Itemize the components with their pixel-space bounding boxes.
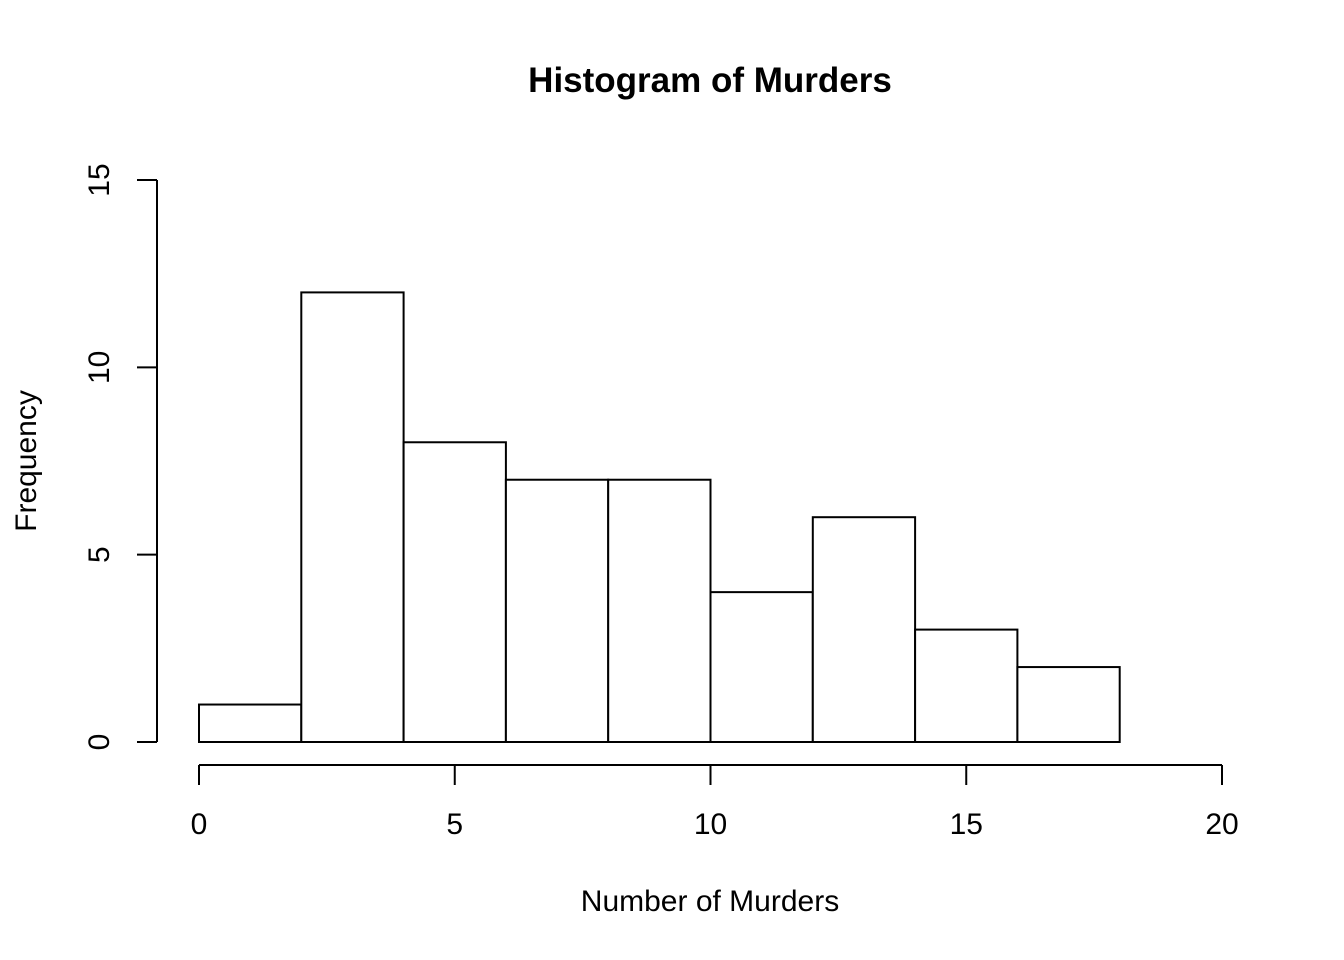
y-axis: 0 5 10 15 bbox=[83, 163, 158, 751]
histogram-bar-6 bbox=[811, 516, 917, 744]
x-tick-label-0: 0 bbox=[191, 808, 208, 841]
x-axis: 0 5 10 15 20 bbox=[191, 764, 1239, 841]
histogram-bar-0 bbox=[198, 703, 303, 743]
histogram-bar-5 bbox=[709, 591, 814, 744]
y-tick-label-0: 0 bbox=[83, 734, 116, 751]
histogram-bar-1 bbox=[300, 291, 405, 743]
histogram-bar-7 bbox=[914, 628, 1019, 743]
histogram-bar-8 bbox=[1016, 666, 1121, 743]
y-axis-label: Frequency bbox=[10, 390, 43, 532]
x-tick-label-2: 10 bbox=[694, 808, 727, 841]
histogram-bar-3 bbox=[504, 478, 610, 743]
x-tick-label-1: 5 bbox=[446, 808, 463, 841]
y-tick-label-3: 15 bbox=[83, 163, 116, 196]
x-tick-label-3: 15 bbox=[950, 808, 983, 841]
y-tick-label-1: 5 bbox=[83, 546, 116, 563]
y-tick-label-2: 10 bbox=[83, 351, 116, 384]
histogram-bar-4 bbox=[607, 478, 712, 743]
x-tick-label-4: 20 bbox=[1205, 808, 1238, 841]
histogram-bars bbox=[198, 291, 1121, 744]
chart-title: Histogram of Murders bbox=[528, 61, 892, 100]
histogram-bar-2 bbox=[402, 441, 507, 743]
x-axis-label: Number of Murders bbox=[581, 885, 839, 918]
